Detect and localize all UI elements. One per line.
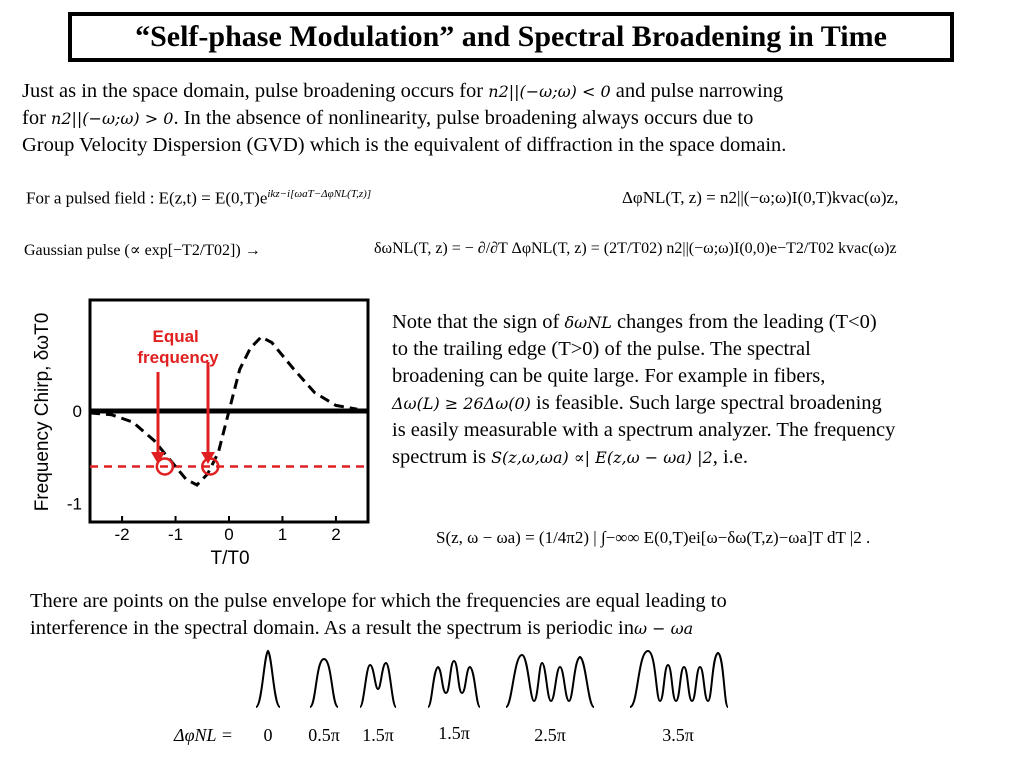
- intro-line-2: for n2||(−ω;ω) > 0. In the absence of no…: [22, 105, 1012, 132]
- intro-paragraph: Just as in the space domain, pulse broad…: [22, 78, 1012, 159]
- note-text: changes from the leading (T<0): [616, 311, 877, 333]
- spectra-label: ΔφNL =: [173, 725, 233, 745]
- chart-xlabel: T/T0: [210, 548, 249, 569]
- note-math: Δω(L) ≥ 26Δω(0): [392, 394, 531, 413]
- note-text: , i.e.: [712, 446, 748, 468]
- spectrum-value: 0: [264, 725, 273, 745]
- annotation-word-1: Equal: [152, 327, 198, 346]
- intro-text: and pulse narrowing: [615, 80, 784, 102]
- spectrum-equation: S(z, ω − ωa) = (1/4π2) | ∫−∞∞ E(0,T)ei[ω…: [436, 528, 871, 547]
- note-paragraph: Note that the sign of δωNL changes from …: [392, 309, 1022, 471]
- y-tick-label: -1: [67, 495, 82, 514]
- spectrum-0: [255, 649, 281, 708]
- spectrum-value: 1.5π: [362, 725, 394, 745]
- arrow-head-left: [151, 452, 165, 464]
- intro-line-3: Group Velocity Dispersion (GVD) which is…: [22, 134, 787, 156]
- spectrum-value: 1.5π: [438, 723, 470, 743]
- spectrum-25pi: [505, 653, 595, 708]
- note-text: is feasible. Such large spectral broaden…: [536, 392, 882, 414]
- x-tick-label: -2: [115, 525, 130, 544]
- note-math: δωNL: [564, 313, 612, 332]
- bottom-math: ω − ωa: [633, 619, 694, 638]
- bottom-line-1: There are points on the pulse envelope f…: [30, 590, 727, 612]
- equation-exponent: ikz−i[ωaT−ΔφNL(T,z)]: [267, 188, 372, 200]
- pulsed-field-equation: For a pulsed field : E(z,t) = E(0,T)eikz…: [26, 188, 371, 209]
- x-tick-label: 2: [331, 525, 340, 544]
- note-text: spectrum is: [392, 446, 486, 468]
- chirp-chart: -2 -1 0 1 2 0 -1 Equal frequency Frequency Chi…: [32, 298, 370, 569]
- spectrum-value: 2.5π: [534, 725, 566, 745]
- note-line-3: broadening can be quite large. For examp…: [392, 365, 826, 387]
- equation-text: For a pulsed field : E(z,t) = E(0,T)e: [26, 188, 268, 208]
- chart-ticks: -2 -1 0 1 2 0 -1: [67, 402, 341, 544]
- note-line-5: is easily measurable with a spectrum ana…: [392, 419, 896, 441]
- bottom-text: interference in the spectral domain. As …: [30, 617, 634, 639]
- chirp-curve: [89, 335, 358, 487]
- equal-frequency-point: [155, 457, 175, 476]
- x-tick-label: 1: [278, 525, 287, 544]
- bottom-paragraph: There are points on the pulse envelope f…: [30, 588, 1010, 642]
- x-tick-label: 0: [224, 525, 233, 544]
- spectrum-05pi: [309, 657, 339, 708]
- y-tick-label: 0: [73, 402, 82, 421]
- phase-equation: ΔφNL(T, z) = n2||(−ω;ω)I(0,T)kvac(ω)z,: [622, 188, 899, 207]
- spectrum-15pi-b: [427, 659, 481, 708]
- note-line-4: Δω(L) ≥ 26Δω(0) is feasible. Such large …: [392, 390, 1022, 417]
- title-box: “Self-phase Modulation” and Spectral Bro…: [68, 12, 954, 62]
- intro-math: n2||(−ω;ω) < 0: [488, 82, 611, 101]
- note-text: Note that the sign of: [392, 311, 560, 333]
- page-title: “Self-phase Modulation” and Spectral Bro…: [135, 20, 887, 53]
- intro-math: n2||(−ω;ω) > 0: [51, 109, 174, 128]
- gaussian-pulse-equation: Gaussian pulse (∝ exp[−T2/T02]) →: [24, 242, 261, 259]
- annotation-word-2: frequency: [137, 348, 219, 367]
- spectra-row: ΔφNL = 0 0.5π 1.5π 1.5π 2.5π 3.5π: [173, 649, 729, 745]
- x-tick-label: -1: [168, 525, 183, 544]
- spectrum-value: 3.5π: [662, 725, 694, 745]
- note-math: S(z,ω,ωa) ∝| E(z,ω − ωa) |2: [491, 448, 713, 467]
- spectrum-value: 0.5π: [308, 725, 340, 745]
- note-line-2: to the trailing edge (T>0) of the pulse.…: [392, 338, 811, 360]
- annotation-label: Equal frequency: [137, 327, 219, 367]
- arrow-head-right: [201, 452, 215, 464]
- bottom-line-2: interference in the spectral domain. As …: [30, 615, 1010, 642]
- spectrum-35pi: [629, 649, 729, 708]
- chart-ylabel: Frequency Chirp, δωT0: [32, 313, 53, 512]
- note-line-6: spectrum is S(z,ω,ωa) ∝| E(z,ω − ωa) |2,…: [392, 444, 1022, 471]
- spectrum-15pi-a: [359, 661, 397, 708]
- note-line-1: Note that the sign of δωNL changes from …: [392, 309, 1022, 336]
- chirp-equation: δωNL(T, z) = − ∂/∂T ΔφNL(T, z) = (2T/T02…: [374, 240, 897, 257]
- intro-text: . In the absence of nonlinearity, pulse …: [173, 107, 754, 129]
- intro-text: Just as in the space domain, pulse broad…: [22, 80, 484, 102]
- intro-line-1: Just as in the space domain, pulse broad…: [22, 78, 1012, 105]
- intro-text: for: [22, 107, 46, 129]
